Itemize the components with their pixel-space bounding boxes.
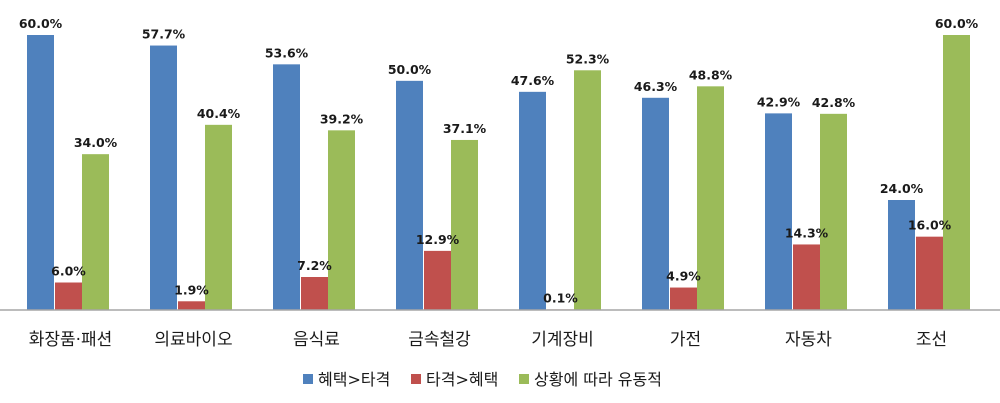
legend-label-1: 혜택>타격 <box>318 370 390 389</box>
category-label-2: 의료바이오 <box>154 330 232 350</box>
data-label-series-1-6: 46.3% <box>634 79 678 94</box>
bar-series-1-8 <box>888 200 915 310</box>
data-label-series-2-2: 1.9% <box>174 282 209 297</box>
category-label-6: 가전 <box>670 330 701 350</box>
data-label-series-1-7: 42.9% <box>757 94 801 109</box>
bar-series-2-4 <box>424 250 451 310</box>
bar-series-3-1 <box>82 154 109 310</box>
bar-series-1-5 <box>519 91 546 310</box>
bar-series-1-1 <box>27 35 54 310</box>
data-label-series-3-6: 48.8% <box>689 67 733 82</box>
bar-series-1-2 <box>150 45 177 311</box>
data-label-series-3-8: 60.0% <box>935 16 979 31</box>
bar-series-1-7 <box>765 113 792 310</box>
bar-series-2-2 <box>178 301 205 310</box>
bar-series-2-7 <box>793 244 820 310</box>
legend-swatch-3 <box>519 374 529 384</box>
bar-series-3-7 <box>820 113 847 310</box>
bar-series-3-6 <box>697 86 724 310</box>
legend: 혜택>타격 타격>혜택 상황에 따라 유동적 <box>303 370 662 389</box>
bar-series-2-8 <box>916 236 943 310</box>
data-label-series-3-4: 37.1% <box>443 121 487 136</box>
data-labels-layer: 60.0% 6.0% 34.0% 57.7% 1.9% 40.4% 53.6% 7.2% 39.… <box>19 16 979 305</box>
bar-series-3-4 <box>451 139 478 310</box>
data-label-series-3-1: 34.0% <box>74 135 118 150</box>
data-label-series-1-3: 53.6% <box>265 45 309 60</box>
category-label-4: 금속철강 <box>408 330 471 350</box>
data-label-series-2-1: 6.0% <box>51 264 86 279</box>
data-label-series-2-4: 12.9% <box>416 232 460 247</box>
data-label-series-3-2: 40.4% <box>197 106 241 121</box>
category-label-5: 기계장비 <box>531 330 594 350</box>
category-label-1: 화장품·패션 <box>29 330 113 350</box>
data-label-series-2-7: 14.3% <box>785 225 829 240</box>
category-label-7: 자동차 <box>785 330 832 350</box>
data-label-series-2-8: 16.0% <box>908 218 952 233</box>
bar-series-3-2 <box>205 124 232 310</box>
category-label-8: 조선 <box>916 330 947 350</box>
bar-series-1-4 <box>396 80 423 310</box>
category-labels-layer: 화장품·패션 의료바이오 음식료 금속철강 기계장비 가전 자동차 조선 <box>29 330 947 350</box>
bar-series-3-3 <box>328 130 355 310</box>
data-label-series-2-6: 4.9% <box>666 269 701 284</box>
data-label-series-3-5: 52.3% <box>566 51 610 66</box>
data-label-series-3-7: 42.8% <box>812 95 856 110</box>
data-label-series-1-1: 60.0% <box>19 16 63 31</box>
data-label-series-1-5: 47.6% <box>511 73 555 88</box>
bar-series-2-1 <box>55 282 82 310</box>
bar-series-2-6 <box>670 287 697 310</box>
bar-series-3-5 <box>574 70 601 311</box>
legend-label-3: 상황에 따라 유동적 <box>534 370 662 389</box>
data-label-series-1-4: 50.0% <box>388 62 432 77</box>
legend-swatch-2 <box>411 374 421 384</box>
data-label-series-1-8: 24.0% <box>880 181 924 196</box>
data-label-series-1-2: 57.7% <box>142 27 186 42</box>
bar-series-1-6 <box>642 97 669 311</box>
legend-swatch-1 <box>303 374 313 384</box>
category-label-3: 음식료 <box>293 330 340 350</box>
legend-label-2: 타격>혜택 <box>426 370 498 389</box>
data-label-series-2-5: 0.1% <box>543 290 578 305</box>
bar-series-2-3 <box>301 277 328 310</box>
bar-series-1-3 <box>273 64 300 310</box>
bar-series-3-8 <box>943 35 970 310</box>
data-label-series-2-3: 7.2% <box>297 258 332 273</box>
bars-layer <box>27 35 970 311</box>
data-label-series-3-3: 39.2% <box>320 111 364 126</box>
